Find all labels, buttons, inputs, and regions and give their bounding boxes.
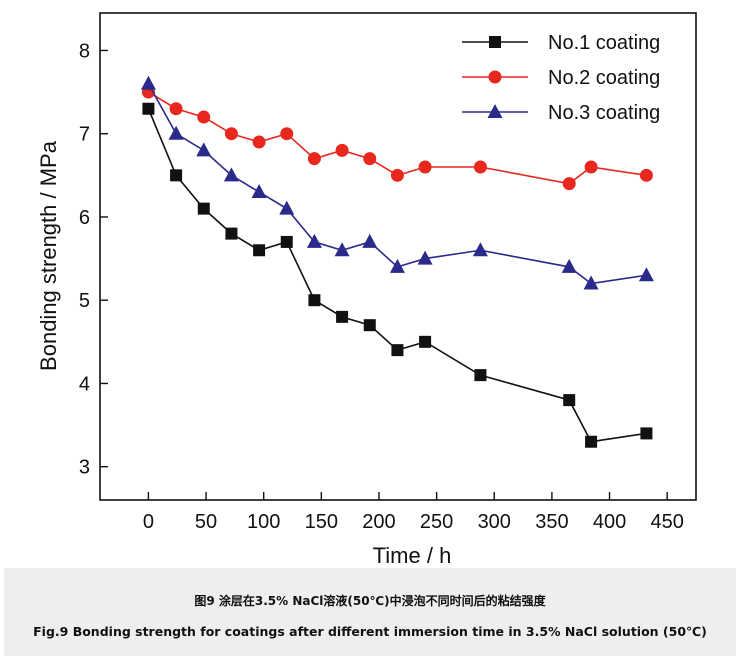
y-tick-label: 5	[79, 290, 90, 312]
data-point	[225, 227, 238, 240]
data-point	[391, 344, 404, 357]
data-point	[224, 127, 238, 141]
data-point	[170, 169, 183, 182]
data-point	[363, 319, 376, 332]
caption-chinese: 图9 涂层在3.5% NaCl溶液(50℃)中浸泡不同时间后的粘结强度	[194, 594, 546, 608]
data-point	[473, 160, 487, 174]
x-tick-label: 250	[420, 511, 453, 533]
data-point	[585, 435, 598, 448]
y-tick-label: 3	[79, 457, 90, 479]
data-point	[584, 160, 598, 174]
y-tick-label: 6	[79, 207, 90, 229]
data-point	[334, 242, 350, 257]
data-point	[417, 250, 433, 265]
data-point	[419, 335, 432, 348]
x-axis-title: Time / h	[373, 543, 452, 568]
data-point	[142, 102, 155, 115]
series-3	[140, 75, 654, 290]
data-point	[251, 183, 267, 198]
data-point	[472, 242, 488, 257]
data-point	[253, 244, 266, 257]
y-tick-label: 8	[79, 40, 90, 62]
data-point	[197, 110, 211, 124]
legend-marker	[487, 104, 503, 118]
y-tick-label: 4	[79, 373, 90, 395]
legend-marker	[488, 70, 502, 84]
x-tick-label: 150	[305, 511, 338, 533]
data-point	[336, 310, 349, 323]
data-point	[363, 152, 377, 166]
data-point	[169, 102, 183, 116]
data-point	[639, 168, 653, 182]
series-line	[147, 108, 647, 443]
series-1	[142, 102, 653, 448]
data-point	[306, 233, 322, 248]
y-axis-title: Bonding strength / MPa	[36, 140, 61, 371]
data-point	[140, 75, 156, 90]
data-point	[280, 235, 293, 248]
data-point	[335, 143, 349, 157]
y-tick-label: 7	[79, 124, 90, 146]
data-point	[252, 135, 266, 149]
x-tick-label: 0	[143, 511, 154, 533]
series-2	[141, 85, 653, 191]
x-tick-label: 100	[247, 511, 280, 533]
data-point	[562, 177, 576, 191]
legend-label: No.2 coating	[548, 67, 660, 89]
data-point	[308, 294, 321, 307]
data-point	[640, 427, 653, 440]
data-point	[279, 200, 295, 215]
data-point	[638, 267, 654, 282]
legend-label: No.3 coating	[548, 102, 660, 124]
data-point	[307, 152, 321, 166]
data-point	[196, 142, 212, 157]
x-tick-label: 450	[650, 511, 683, 533]
x-tick-label: 400	[593, 511, 626, 533]
data-point	[390, 168, 404, 182]
data-point	[223, 167, 239, 182]
data-point	[280, 127, 294, 141]
data-point	[561, 258, 577, 273]
x-tick-label: 50	[195, 511, 217, 533]
figure-caption: 图9 涂层在3.5% NaCl溶液(50℃)中浸泡不同时间后的粘结强度 Fig.…	[4, 568, 736, 656]
data-point	[362, 233, 378, 248]
data-point	[474, 369, 487, 382]
data-point	[168, 125, 184, 140]
plot-frame	[99, 12, 697, 501]
data-point	[418, 160, 432, 174]
legend-label: No.1 coating	[548, 32, 660, 54]
caption-english: Fig.9 Bonding strength for coatings afte…	[33, 624, 707, 639]
data-point	[563, 394, 576, 407]
x-tick-label: 200	[362, 511, 395, 533]
chart: 3 4 5 6 7 8 0 50 100 150 200 250 300 350 400 450 No.1 …	[36, 12, 697, 568]
data-point	[197, 202, 210, 215]
x-tick-label: 300	[478, 511, 511, 533]
x-tick-label: 350	[535, 511, 568, 533]
data-point	[389, 258, 405, 273]
legend-marker	[489, 36, 501, 48]
data-point	[583, 275, 599, 290]
